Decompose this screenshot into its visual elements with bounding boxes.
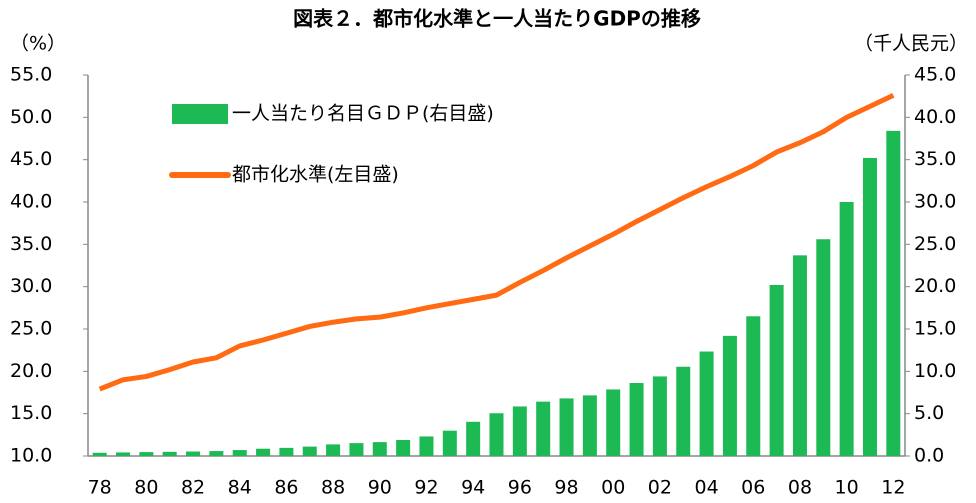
bar <box>746 316 761 456</box>
bar <box>582 395 597 456</box>
y-tick-label: 15.0 <box>10 402 52 424</box>
y-tick-label: 55.0 <box>10 64 52 86</box>
y-axis-label: （%） <box>10 33 66 55</box>
x-tick-label: 92 <box>414 477 438 499</box>
x-tick-label: 82 <box>181 477 205 499</box>
bar <box>419 436 434 456</box>
bar <box>816 239 831 456</box>
bar <box>559 398 574 456</box>
bar <box>652 376 667 456</box>
legend-label: 都市化水準(左目盛) <box>232 164 399 186</box>
x-tick-label: 94 <box>461 477 485 499</box>
bar <box>792 255 807 456</box>
bar <box>372 442 387 456</box>
bar <box>699 351 714 456</box>
bar <box>349 443 364 456</box>
y2-tick-label: 30.0 <box>914 191 956 213</box>
bar <box>256 448 271 456</box>
x-tick-label: 08 <box>788 477 812 499</box>
y2-tick-label: 0.0 <box>914 445 944 467</box>
x-tick-label: 98 <box>554 477 578 499</box>
x-tick-label: 90 <box>368 477 392 499</box>
bar <box>606 389 621 456</box>
bar <box>232 450 247 456</box>
bar <box>886 130 901 456</box>
y2-tick-label: 15.0 <box>914 318 956 340</box>
bar <box>302 446 317 456</box>
chart-title: 図表２．都市化水準と一人当たりGDPの推移 <box>293 7 701 31</box>
y2-axis-label: （千人民元） <box>854 33 968 55</box>
y2-tick-label: 40.0 <box>914 106 956 128</box>
line <box>98 93 895 392</box>
y2-tick-label: 45.0 <box>914 64 956 86</box>
bar <box>722 335 737 456</box>
bar <box>116 452 131 456</box>
y-tick-label: 10.0 <box>10 445 52 467</box>
bar <box>466 421 481 456</box>
x-tick-label: 10 <box>835 477 859 499</box>
y-tick-label: 50.0 <box>10 106 52 128</box>
bar <box>162 451 177 456</box>
y-tick-label: 20.0 <box>10 360 52 382</box>
x-tick-label: 06 <box>741 477 765 499</box>
x-tick-label: 84 <box>228 477 252 499</box>
y2-tick-label: 10.0 <box>914 360 956 382</box>
x-tick-label: 86 <box>274 477 298 499</box>
x-tick-label: 96 <box>508 477 532 499</box>
x-tick-label: 02 <box>648 477 672 499</box>
bar <box>186 451 201 456</box>
x-tick-label: 00 <box>601 477 625 499</box>
bar <box>676 366 691 456</box>
x-tick-label: 04 <box>694 477 718 499</box>
y2-tick-label: 25.0 <box>914 233 956 255</box>
legend-label: 一人当たり名目ＧＤＰ(右目盛) <box>232 103 494 125</box>
bar <box>489 413 504 456</box>
y-tick-label: 25.0 <box>10 318 52 340</box>
x-tick-label: 78 <box>88 477 112 499</box>
bar <box>512 406 527 456</box>
x-tick-label: 80 <box>134 477 158 499</box>
x-tick-label: 12 <box>881 477 905 499</box>
bar <box>396 439 411 456</box>
y-tick-label: 30.0 <box>10 275 52 297</box>
y-tick-label: 45.0 <box>10 148 52 170</box>
y2-tick-label: 20.0 <box>914 275 956 297</box>
y2-tick-label: 35.0 <box>914 148 956 170</box>
x-tick-label: 88 <box>321 477 345 499</box>
y-tick-label: 40.0 <box>10 191 52 213</box>
bar <box>92 452 107 456</box>
bar <box>769 284 784 456</box>
bar <box>209 451 224 456</box>
bar <box>442 430 457 456</box>
bar <box>536 401 551 456</box>
bar <box>839 202 854 456</box>
bar <box>629 383 644 456</box>
bar <box>139 452 154 456</box>
y2-tick-label: 5.0 <box>914 402 944 424</box>
bar <box>862 157 877 456</box>
y-tick-label: 35.0 <box>10 233 52 255</box>
bar <box>279 447 294 456</box>
bar <box>326 444 341 456</box>
legend-swatch <box>172 104 228 124</box>
